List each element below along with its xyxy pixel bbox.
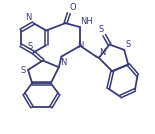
Text: N: N — [25, 13, 31, 22]
Text: S: S — [98, 25, 104, 34]
Text: O: O — [69, 3, 76, 12]
Text: N: N — [77, 41, 83, 50]
Text: S: S — [20, 66, 26, 75]
Text: S: S — [126, 40, 131, 49]
Text: NH: NH — [80, 17, 93, 26]
Text: S: S — [27, 42, 32, 51]
Text: N: N — [100, 48, 106, 57]
Text: N: N — [60, 57, 66, 67]
